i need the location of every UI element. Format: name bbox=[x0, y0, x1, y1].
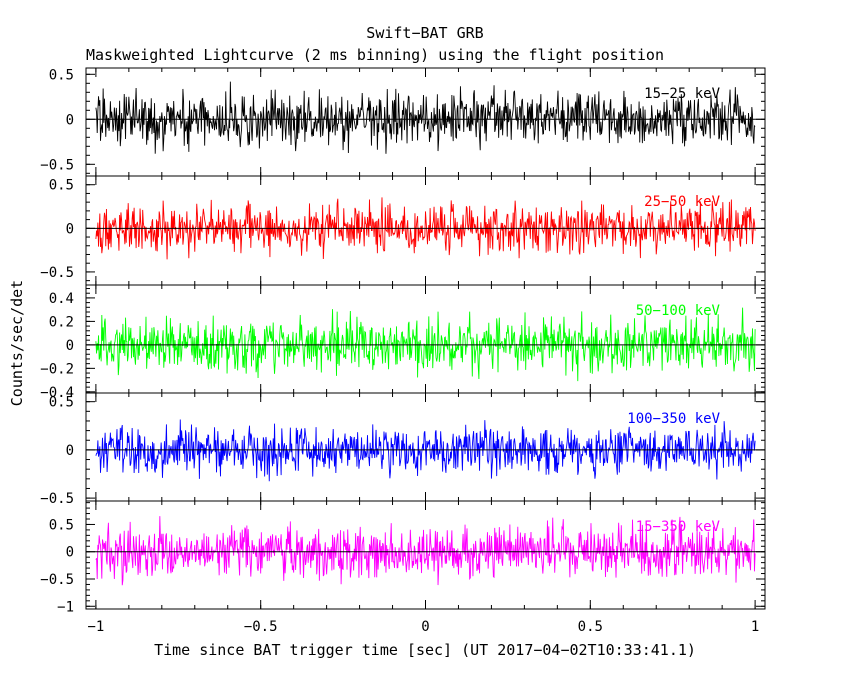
y-tick-label: 0 bbox=[66, 443, 74, 459]
x-axis: −1 −0.5 0 0.5 1 bbox=[87, 619, 759, 635]
y-tick-label: 0.5 bbox=[49, 178, 74, 194]
y-tick-label: 0.5 bbox=[49, 395, 74, 411]
y-tick-label: −0.5 bbox=[40, 491, 74, 507]
series-line-2 bbox=[95, 197, 756, 260]
x-tick-label: −0.5 bbox=[244, 619, 278, 635]
y-tick-label: 0.5 bbox=[49, 67, 74, 83]
y-tick-label: −0.5 bbox=[40, 157, 74, 173]
band-label-5: 15−350 keV bbox=[636, 519, 721, 535]
y-tick-label: −0.4 bbox=[40, 385, 74, 401]
x-tick-label: −1 bbox=[87, 619, 104, 635]
x-axis-label: Time since BAT trigger time [sec] (UT 20… bbox=[154, 641, 696, 659]
y-tick-label: −0.2 bbox=[40, 361, 74, 377]
y-tick-label: −0.5 bbox=[40, 265, 74, 281]
series-line-3 bbox=[95, 307, 756, 382]
panel-2: −0.5 0 0.5 25−50 keV bbox=[40, 175, 766, 286]
series-line-4 bbox=[95, 419, 756, 482]
x-tick-label: 0 bbox=[421, 619, 429, 635]
y-tick-label: 0.5 bbox=[49, 517, 74, 533]
panel-4: −0.5 0 0.5 100−350 keV bbox=[40, 392, 766, 507]
panel-stack: −0.500.515−25 keV−0.500.525−50 keV−0.4−0… bbox=[40, 67, 766, 615]
panel-3: −0.4 −0.2 0 0.2 0.4 50−100 keV bbox=[40, 284, 766, 401]
panel-5: −1 −0.5 0 0.5 15−350 keV bbox=[40, 500, 766, 615]
panel-1: −0.5 0 0.5 15−25 keV bbox=[40, 67, 766, 177]
y-tick-label: 0 bbox=[66, 338, 74, 354]
y-axis-label: Counts/sec/det bbox=[8, 280, 26, 406]
chart-subtitle: Maskweighted Lightcurve (2 ms binning) u… bbox=[86, 46, 664, 64]
y-tick-label: 0.4 bbox=[49, 291, 74, 307]
band-label-3: 50−100 keV bbox=[636, 303, 721, 319]
y-tick-label: 0.2 bbox=[49, 314, 74, 330]
series-line-1 bbox=[95, 81, 756, 154]
band-label-1: 15−25 keV bbox=[644, 86, 720, 102]
y-tick-label: 0 bbox=[66, 112, 74, 128]
y-tick-label: 0 bbox=[66, 545, 74, 561]
band-label-4: 100−350 keV bbox=[627, 411, 720, 427]
series-line-5 bbox=[95, 516, 756, 586]
x-tick-label: 0.5 bbox=[578, 619, 603, 635]
chart-title: Swift−BAT GRB bbox=[366, 24, 483, 42]
y-tick-label: −1 bbox=[57, 599, 74, 615]
y-tick-label: −0.5 bbox=[40, 572, 74, 588]
band-label-2: 25−50 keV bbox=[644, 194, 720, 210]
y-tick-label: 0 bbox=[66, 221, 74, 237]
x-tick-label: 1 bbox=[751, 619, 759, 635]
